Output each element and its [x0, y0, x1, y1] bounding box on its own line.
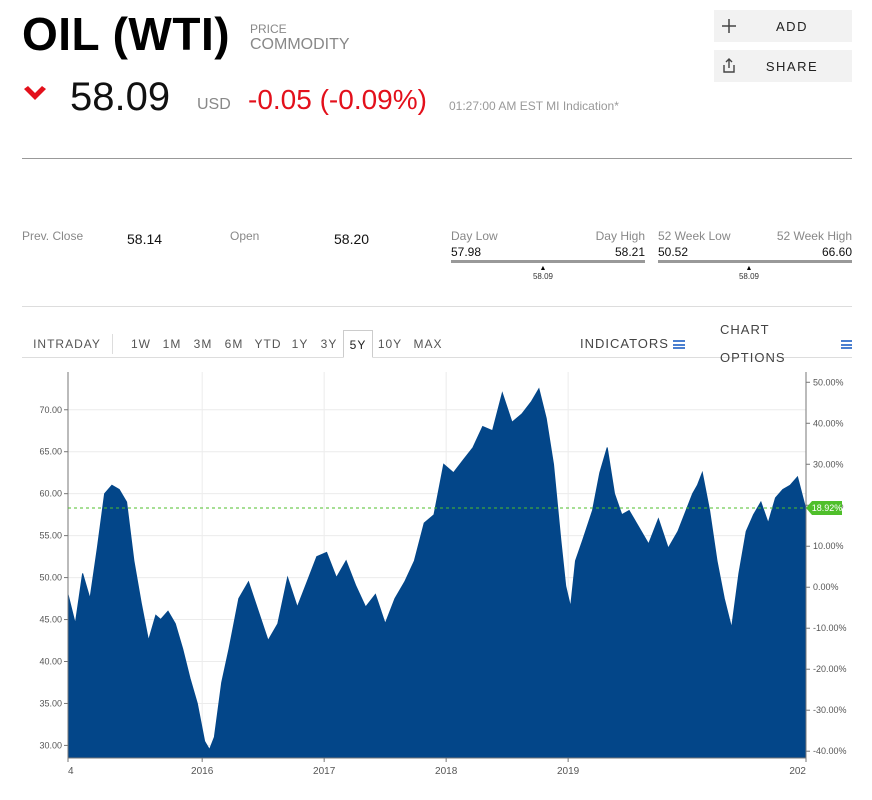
52-week-low-value: 50.52	[658, 245, 689, 259]
triangle-up-icon: ▲	[745, 265, 753, 272]
triangle-up-icon: ▲	[539, 265, 547, 272]
add-button[interactable]: ADD	[714, 10, 852, 42]
y-tick-label: 35.00	[39, 698, 62, 708]
hamburger-icon	[672, 339, 685, 349]
x-tick-label: 2019	[557, 766, 580, 777]
day-low-value: 57.98	[451, 245, 482, 259]
y-tick-label: 65.00	[39, 447, 62, 457]
tab-3y[interactable]: 3Y	[320, 337, 338, 351]
52-week-low-label: 52 Week Low	[658, 229, 731, 243]
52-week-marker-value: 58.09	[738, 272, 760, 281]
plus-icon	[714, 19, 744, 33]
currency: USD	[197, 96, 231, 113]
52-week-high-value: 66.60	[821, 245, 852, 259]
tab-1y[interactable]: 1Y	[291, 337, 309, 351]
last-price: 58.09	[70, 75, 171, 119]
y-right-tick-label: 30.00%	[813, 459, 844, 469]
current-pct-label: 18.92%	[812, 503, 843, 513]
tab-5y[interactable]: 5Y	[343, 330, 373, 358]
instrument-type-line2: COMMODITY	[250, 36, 350, 53]
x-tick-label: 2016	[191, 766, 214, 777]
y-right-tick-label: 10.00%	[813, 541, 844, 551]
x-tick-label: 2018	[435, 766, 458, 777]
day-range-marker-value: 58.09	[532, 272, 554, 281]
indicators-button[interactable]: INDICATORS	[580, 330, 685, 358]
quote-strip: 58.09 USD -0.05 (-0.09%) 01:27:00 AM EST…	[0, 72, 700, 122]
quote-time: 01:27:00 AM EST MI Indication*	[449, 99, 619, 113]
prev-close-label: Prev. Close	[22, 229, 84, 243]
chart-range-tabs: INTRADAY 1W 1M 3M 6M YTD 1Y 3Y 5Y 10Y MA…	[22, 322, 853, 365]
y-tick-label: 30.00	[39, 740, 62, 750]
tab-ytd[interactable]: YTD	[254, 337, 282, 351]
x-tick-label: 2017	[313, 766, 336, 777]
y-right-tick-label: -30.00%	[813, 705, 847, 715]
tab-max[interactable]: MAX	[413, 337, 443, 351]
day-range-bar	[451, 260, 645, 263]
share-button[interactable]: SHARE	[714, 50, 852, 82]
chart-options-button[interactable]: CHART OPTIONS	[720, 322, 853, 365]
price-chart[interactable]: 70.00 65.00 60.00 55.00 50.00 45.00 40.00 35.00…	[0, 360, 872, 800]
day-low-label: Day Low	[451, 229, 498, 243]
y-right-tick-label: -10.00%	[813, 623, 847, 633]
instrument-type-line1: PRICE	[250, 22, 287, 36]
prev-close-value: 58.14	[127, 231, 163, 247]
chevron-down-icon	[23, 86, 47, 107]
y-tick-label: 50.00	[39, 573, 62, 583]
y-right-tick-label: -40.00%	[813, 746, 847, 756]
y-right-tick-label: 0.00%	[813, 582, 839, 592]
y-tick-label: 55.00	[39, 531, 62, 541]
y-tick-label: 40.00	[39, 657, 62, 667]
tab-separator	[112, 334, 113, 354]
tab-1w[interactable]: 1W	[131, 337, 151, 351]
tab-3m[interactable]: 3M	[193, 337, 213, 351]
current-pct-badge	[806, 500, 842, 515]
y-right-tick-label: -20.00%	[813, 664, 847, 674]
52-week-range-bar	[658, 260, 852, 263]
52-week-range: 52 Week Low 52 Week High 50.52 66.60 ▲ 5…	[658, 229, 852, 281]
open-value: 58.20	[334, 231, 370, 247]
day-range: Day Low Day High 57.98 58.21 ▲ 58.09	[451, 229, 645, 281]
y-tick-label: 60.00	[39, 489, 62, 499]
instrument-type: PRICE COMMODITY	[250, 22, 350, 53]
share-icon	[714, 58, 744, 74]
share-button-label: SHARE	[765, 58, 819, 74]
divider	[22, 158, 852, 159]
y-tick-label: 70.00	[39, 405, 62, 415]
add-button-label: ADD	[776, 18, 808, 34]
indicators-label: INDICATORS	[580, 336, 669, 351]
y-right-tick-label: 50.00%	[813, 377, 844, 387]
day-high-value: 58.21	[614, 245, 645, 259]
day-high-label: Day High	[595, 229, 645, 243]
52-week-high-label: 52 Week High	[776, 229, 852, 243]
open-label: Open	[230, 229, 260, 243]
tab-10y[interactable]: 10Y	[377, 337, 403, 351]
tab-1m[interactable]: 1M	[162, 337, 182, 351]
tab-intraday[interactable]: INTRADAY	[33, 337, 101, 351]
y-right-tick-label: 40.00%	[813, 418, 844, 428]
hamburger-icon	[840, 339, 853, 349]
page-title: OIL (WTI)	[22, 8, 231, 60]
chart-options-label: CHART OPTIONS	[720, 322, 786, 365]
x-tick-label: 202	[789, 766, 806, 777]
tab-6m[interactable]: 6M	[224, 337, 244, 351]
divider	[22, 306, 852, 307]
x-tick-label: 4	[68, 766, 74, 777]
price-change: -0.05 (-0.09%)	[248, 84, 427, 115]
y-tick-label: 45.00	[39, 615, 62, 625]
price-area-series	[67, 387, 807, 759]
